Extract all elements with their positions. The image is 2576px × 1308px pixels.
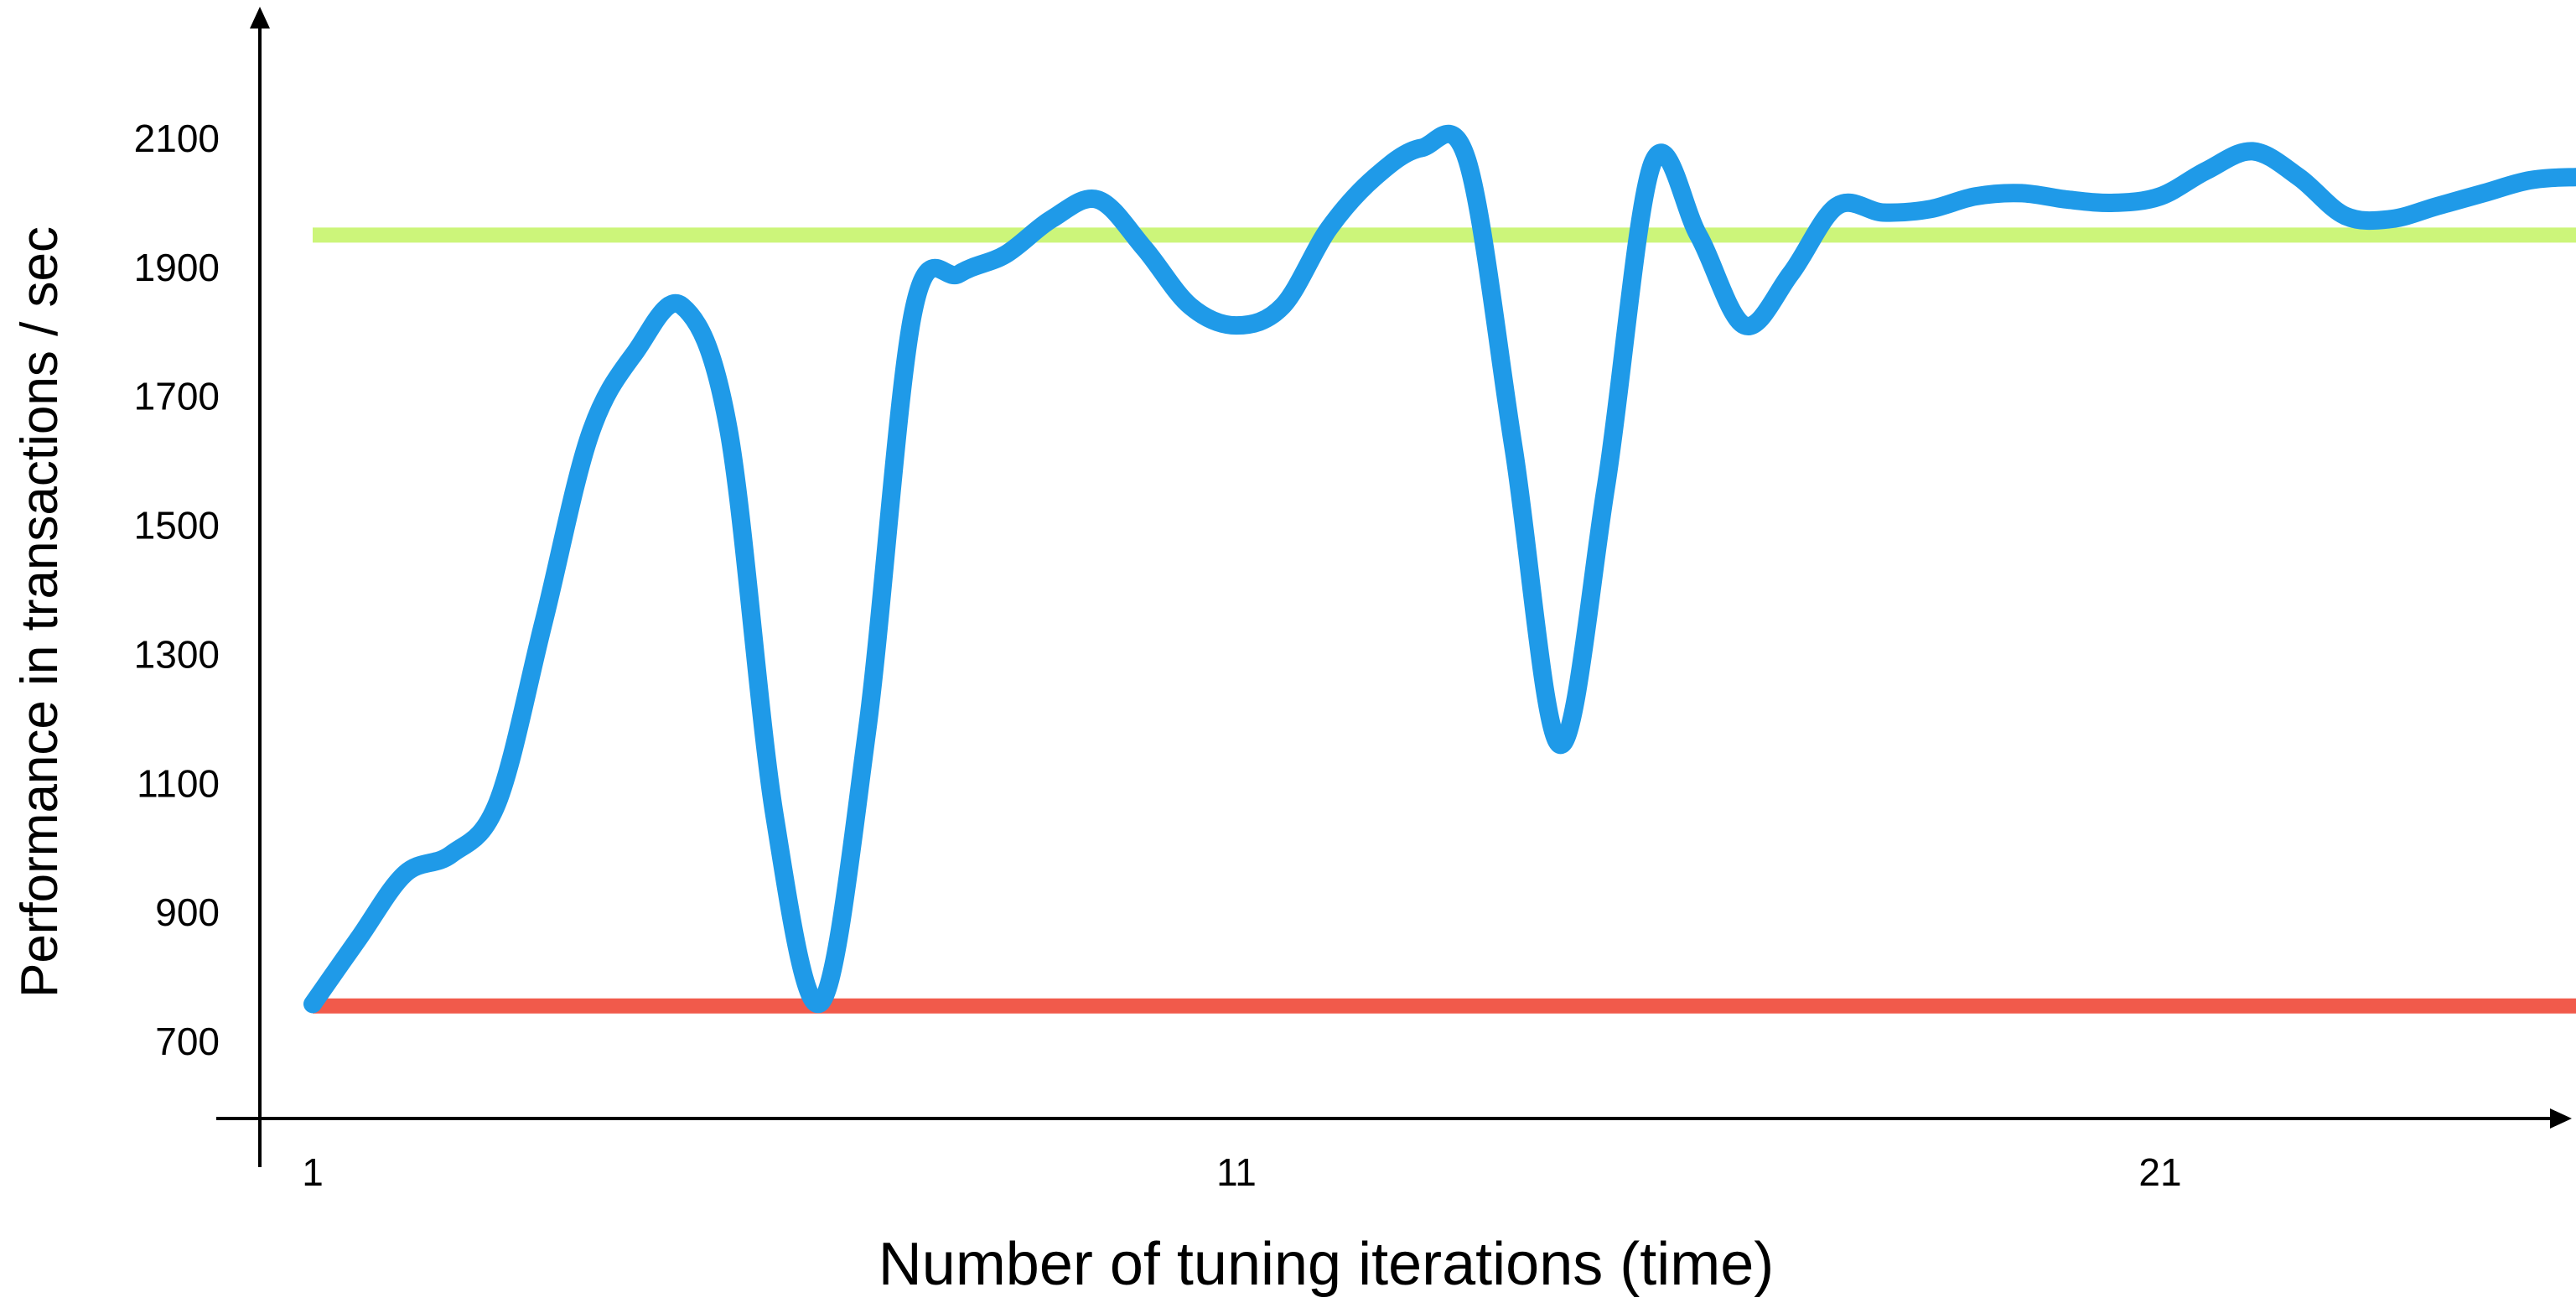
y-tick-label: 2100 bbox=[134, 117, 220, 160]
series-line-1 bbox=[303, 124, 2576, 1014]
y-tick-label: 1100 bbox=[137, 761, 220, 805]
y-tick-label: 700 bbox=[155, 1020, 220, 1063]
y-tick-label: 1300 bbox=[134, 632, 220, 676]
series-layer bbox=[303, 124, 2576, 1014]
x-axis-title: Number of tuning iterations (time) bbox=[879, 1231, 1774, 1298]
x-tick-label: 1 bbox=[302, 1150, 324, 1194]
y-tick-label: 900 bbox=[155, 890, 220, 934]
y-axis-title: Performance in transactions / sec bbox=[11, 226, 69, 998]
x-tick-label: 11 bbox=[1216, 1150, 1257, 1194]
axes bbox=[216, 7, 2572, 1167]
y-tick-label: 1900 bbox=[134, 246, 220, 289]
reference-lines bbox=[313, 227, 2576, 1014]
x-axis-arrowhead bbox=[2550, 1108, 2572, 1129]
y-tick-label: 1700 bbox=[134, 375, 220, 418]
y-tick-label: 1500 bbox=[134, 504, 220, 548]
x-tick-label: 21 bbox=[2138, 1150, 2181, 1194]
y-axis-arrowhead bbox=[250, 7, 270, 29]
